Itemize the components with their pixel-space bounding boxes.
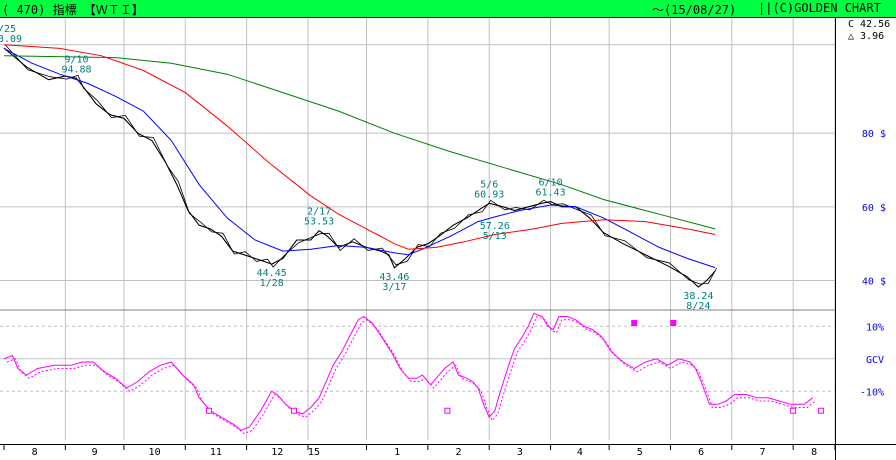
annotation-low-may: 57.265/13	[480, 221, 510, 242]
change-quote: △ 3.96	[848, 31, 884, 42]
month-label: 2	[456, 447, 462, 458]
gcv-marker	[631, 320, 638, 326]
month-label: 8	[811, 447, 817, 458]
annotation-text: 43.46	[379, 272, 409, 283]
month-label: 15	[308, 447, 320, 458]
month-label: 7	[759, 447, 765, 458]
annotation-low-jan: 44.451/28	[257, 268, 287, 289]
month-label: 6	[698, 447, 704, 458]
annotation-high-may: 5/660.93	[474, 179, 504, 200]
annotation-text: 9/10	[64, 54, 88, 65]
month-label: 11	[210, 447, 222, 458]
gcv-marker	[670, 320, 677, 326]
annotation-low-aug: 38.248/24	[683, 291, 713, 312]
osc-tick-label: -10%	[860, 387, 884, 398]
gcv-marker	[818, 407, 825, 414]
month-label: 5	[637, 447, 643, 458]
price-tick-label: 60 $	[862, 203, 886, 214]
oscillator-panel	[3, 312, 825, 435]
gcv-marker	[790, 407, 797, 414]
chart-header: ( 470) 指標 【ＷＴＩ】 ～(15/08/27) ||(C)GOLDEN …	[0, 0, 896, 18]
ma_short-line	[3, 47, 716, 269]
ma_mid-line	[3, 44, 716, 250]
gcv-line	[3, 312, 814, 431]
annotation-text: 103.09	[0, 34, 22, 45]
price-detail-line	[5, 44, 717, 285]
chart-title: ( 470) 指標 【ＷＴＩ】	[2, 3, 144, 17]
annotation-text: 94.88	[61, 64, 91, 75]
month-label: 9	[92, 447, 98, 458]
osc-tick-label: GCV	[866, 355, 884, 366]
annotation-text: 61.43	[536, 188, 566, 199]
price-tick-label: 80 $	[862, 129, 886, 140]
annotation-text: 8/24	[686, 301, 710, 312]
month-label: 10	[149, 447, 161, 458]
close-quote: C 42.56	[848, 19, 890, 30]
gcv-marker	[205, 407, 212, 414]
annotation-text: 60.93	[474, 189, 504, 200]
month-label: 4	[577, 447, 583, 458]
osc-tick-label: 10%	[866, 322, 884, 333]
annotation-text: 5/13	[483, 231, 507, 242]
month-label: 3	[517, 447, 523, 458]
annotation-text: 5/6	[480, 179, 498, 190]
annotation-low-mar: 43.463/17	[379, 272, 409, 293]
annotation-text: 38.24	[683, 291, 713, 302]
price-tick-label: 40 $	[862, 277, 886, 288]
grid	[0, 18, 836, 440]
annotation-text: 44.45	[257, 268, 287, 279]
date-range: ～(15/08/27)	[652, 3, 737, 17]
annotation-text: 7/25	[0, 24, 16, 35]
annotation-text: 57.26	[480, 221, 510, 232]
annotation-text: 6/10	[539, 178, 563, 189]
gcv-signal-line	[6, 315, 817, 435]
ma_long-line	[3, 55, 716, 230]
price-line	[3, 47, 716, 288]
gcv-marker	[444, 407, 451, 414]
month-label: 8	[32, 447, 38, 458]
annotation-start-value: 7/25103.09	[0, 24, 22, 45]
annotation-text: 3/17	[382, 282, 406, 293]
brand-label: ||(C)GOLDEN CHART	[758, 1, 881, 15]
month-label: 1	[394, 447, 400, 458]
month-label: 12	[271, 447, 283, 458]
axes: 40 $ 60 $ 80 $ 10% GCV -10% C 42.56△ 3.96 8 9 10 1…	[0, 18, 896, 460]
gcv-marker	[291, 407, 298, 414]
series-lines	[3, 44, 717, 288]
annotation-text: 2/17	[307, 207, 331, 218]
annotation-text: 1/28	[260, 278, 284, 289]
annotation-text: 53.53	[304, 217, 334, 228]
